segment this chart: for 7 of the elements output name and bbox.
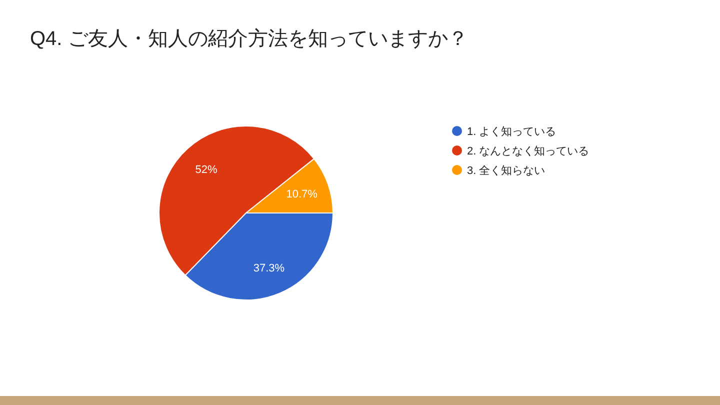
data-label: 10.7% <box>286 188 318 200</box>
legend-label: 3. 全く知らない <box>467 165 546 177</box>
data-label: 52% <box>195 164 218 176</box>
data-label: 37.3% <box>253 262 285 275</box>
chart-title: Q4. ご友人・知人の紹介方法を知っていますか？ <box>30 27 468 50</box>
legend-label: 2. なんとなく知っている <box>467 146 590 158</box>
legend-label: 1. よく知っている <box>467 126 556 138</box>
